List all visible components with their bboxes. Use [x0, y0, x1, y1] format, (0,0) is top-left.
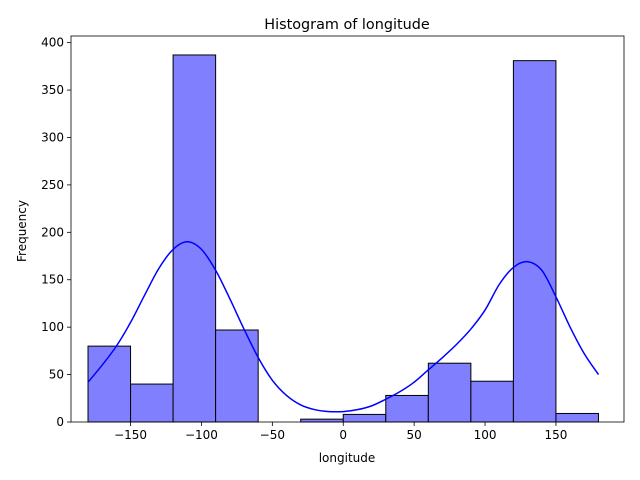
y-axis-ticks: 0 50 100 150 200 250 300 350 400	[41, 36, 71, 429]
x-tick-label: 0	[339, 428, 347, 442]
y-tick-label: 150	[41, 273, 64, 287]
histogram-bar-10	[512, 60, 557, 423]
y-tick-label: 350	[41, 83, 64, 97]
histogram-bar-11	[555, 412, 599, 423]
y-tick-label: 300	[41, 130, 64, 144]
x-tick-label: −100	[185, 428, 218, 442]
histogram-bar-0	[87, 345, 132, 423]
x-tick-label: 150	[544, 428, 567, 442]
x-axis-label: longitude	[319, 451, 376, 465]
y-tick-label: 400	[41, 36, 64, 50]
y-tick-label: 50	[49, 368, 64, 382]
histogram-bars	[87, 54, 599, 423]
y-axis-label: Frequency	[15, 200, 29, 262]
histogram-bar-1	[130, 383, 174, 423]
plot-frame	[70, 35, 625, 423]
histogram-bar-8	[427, 362, 472, 423]
x-tick-label: 100	[474, 428, 497, 442]
y-tick-label: 0	[56, 415, 64, 429]
x-tick-label: 50	[407, 428, 422, 442]
y-tick-label: 200	[41, 225, 64, 239]
histogram-bar-6	[342, 413, 387, 423]
y-tick-label: 250	[41, 178, 64, 192]
histogram-bar-2	[172, 54, 217, 423]
histogram-bar-9	[470, 380, 514, 423]
y-tick-label: 100	[41, 320, 64, 334]
histogram-bar-7	[385, 394, 429, 423]
histogram-bar-5	[300, 418, 344, 423]
chart-title: Histogram of longitude	[264, 17, 430, 33]
x-tick-label: −50	[260, 428, 285, 442]
x-tick-label: −150	[114, 428, 147, 442]
x-axis-ticks: −150 −100 −50 0 50 100 150	[114, 422, 567, 442]
kde-curve	[87, 241, 600, 413]
